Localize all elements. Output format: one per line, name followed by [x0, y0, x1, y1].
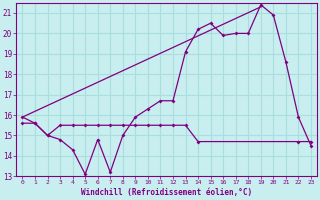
X-axis label: Windchill (Refroidissement éolien,°C): Windchill (Refroidissement éolien,°C): [81, 188, 252, 197]
